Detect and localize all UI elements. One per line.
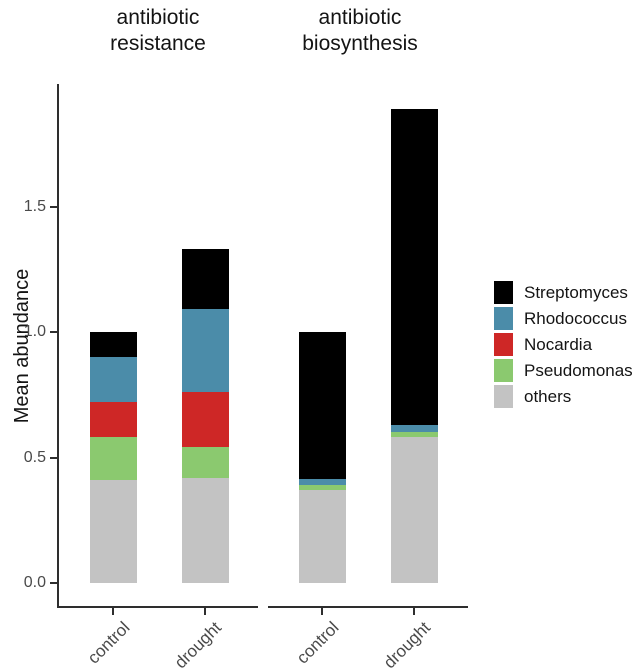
bar-segment-others-control [89, 480, 137, 583]
x-tick-label-drought: drought [171, 618, 226, 669]
panel-title-line: resistance [110, 32, 206, 55]
legend-label: Streptomyces [524, 283, 628, 302]
legend-swatch-others [494, 385, 513, 408]
legend-label: Pseudomonas [524, 361, 633, 380]
bar-segment-others-drought [181, 477, 229, 583]
panel-title-line: antibiotic [116, 6, 200, 29]
x-tick-mark [112, 608, 114, 615]
bar-segment-others-drought [390, 437, 438, 583]
y-tick-label: 1.5 [23, 197, 46, 215]
x-tick-label-drought: drought [380, 618, 435, 669]
panel-title-antibiotic-resistance: antibiotic resistance [58, 5, 258, 57]
bar-segment-streptomyces-drought [390, 108, 438, 425]
x-tick-mark [321, 608, 323, 615]
legend-label: others [524, 387, 572, 406]
bar-segment-others-control [298, 490, 346, 583]
x-tick-label-control: control [83, 618, 134, 668]
bar-segment-nocardia-drought [181, 392, 229, 448]
legend-label: Rhodococcus [524, 309, 628, 328]
x-axis-line-panel-1 [57, 606, 258, 608]
bar-segment-rhodococcus-drought [390, 424, 438, 433]
bar-segment-pseudomonas-control [89, 437, 137, 481]
y-tick-label: 0.0 [23, 574, 46, 591]
x-tick-mark [204, 608, 206, 615]
x-tick-label-control: control [292, 618, 343, 668]
bar-segment-pseudomonas-drought [390, 432, 438, 438]
bar-segment-streptomyces-drought [181, 249, 229, 310]
x-axis-line-panel-2 [268, 606, 468, 608]
bar-segment-pseudomonas-control [298, 485, 346, 491]
y-axis-line [57, 84, 59, 608]
bar-segment-streptomyces-control [298, 332, 346, 479]
legend-swatch-nocardia [494, 333, 513, 356]
bar-segment-rhodococcus-control [89, 357, 137, 403]
bar-segment-rhodococcus-drought [181, 309, 229, 393]
y-tick-mark [50, 582, 57, 584]
y-tick-label: 1.0 [23, 323, 46, 340]
y-tick-mark [50, 331, 57, 333]
x-tick-mark [413, 608, 415, 615]
legend-swatch-streptomyces [494, 281, 513, 304]
y-tick-label: 0.5 [23, 448, 46, 466]
y-tick-mark [50, 205, 57, 208]
panel-title-line: biosynthesis [302, 32, 418, 55]
y-tick-mark [50, 456, 57, 459]
legend-swatch-pseudomonas [494, 359, 513, 382]
panel-title-antibiotic-biosynthesis: antibiotic biosynthesis [260, 5, 460, 57]
bar-segment-streptomyces-control [89, 332, 137, 358]
legend-label: Nocardia [524, 335, 593, 354]
panel-title-line: antibiotic [318, 6, 402, 29]
legend-swatch-rhodococcus [494, 307, 513, 330]
bar-segment-nocardia-control [89, 402, 137, 438]
bar-segment-pseudomonas-drought [181, 447, 229, 478]
bar-segment-rhodococcus-control [298, 478, 346, 486]
